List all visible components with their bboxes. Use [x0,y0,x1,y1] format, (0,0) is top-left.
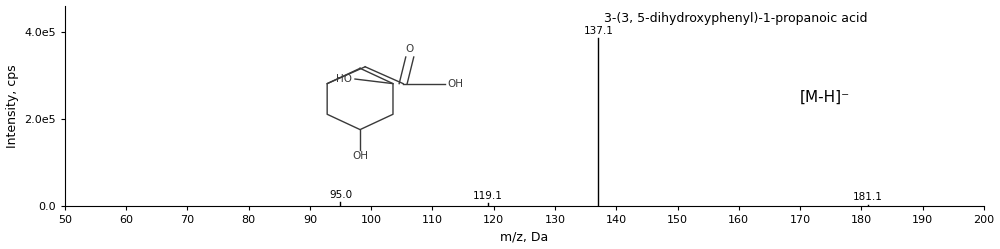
Text: OH: OH [447,79,463,89]
X-axis label: m/z, Da: m/z, Da [500,230,548,244]
Text: 95.0: 95.0 [329,189,352,199]
Text: 137.1: 137.1 [584,26,613,36]
Y-axis label: Intensity, cps: Intensity, cps [6,64,19,147]
Text: O: O [406,44,414,54]
Text: 119.1: 119.1 [473,191,503,201]
Text: 181.1: 181.1 [853,192,883,202]
Text: HO: HO [336,74,352,84]
Text: [M-H]⁻: [M-H]⁻ [800,90,850,105]
Text: OH: OH [352,151,368,161]
Text: 3-(3, 5-dihydroxyphenyl)-1-propanoic acid: 3-(3, 5-dihydroxyphenyl)-1-propanoic aci… [604,11,867,25]
